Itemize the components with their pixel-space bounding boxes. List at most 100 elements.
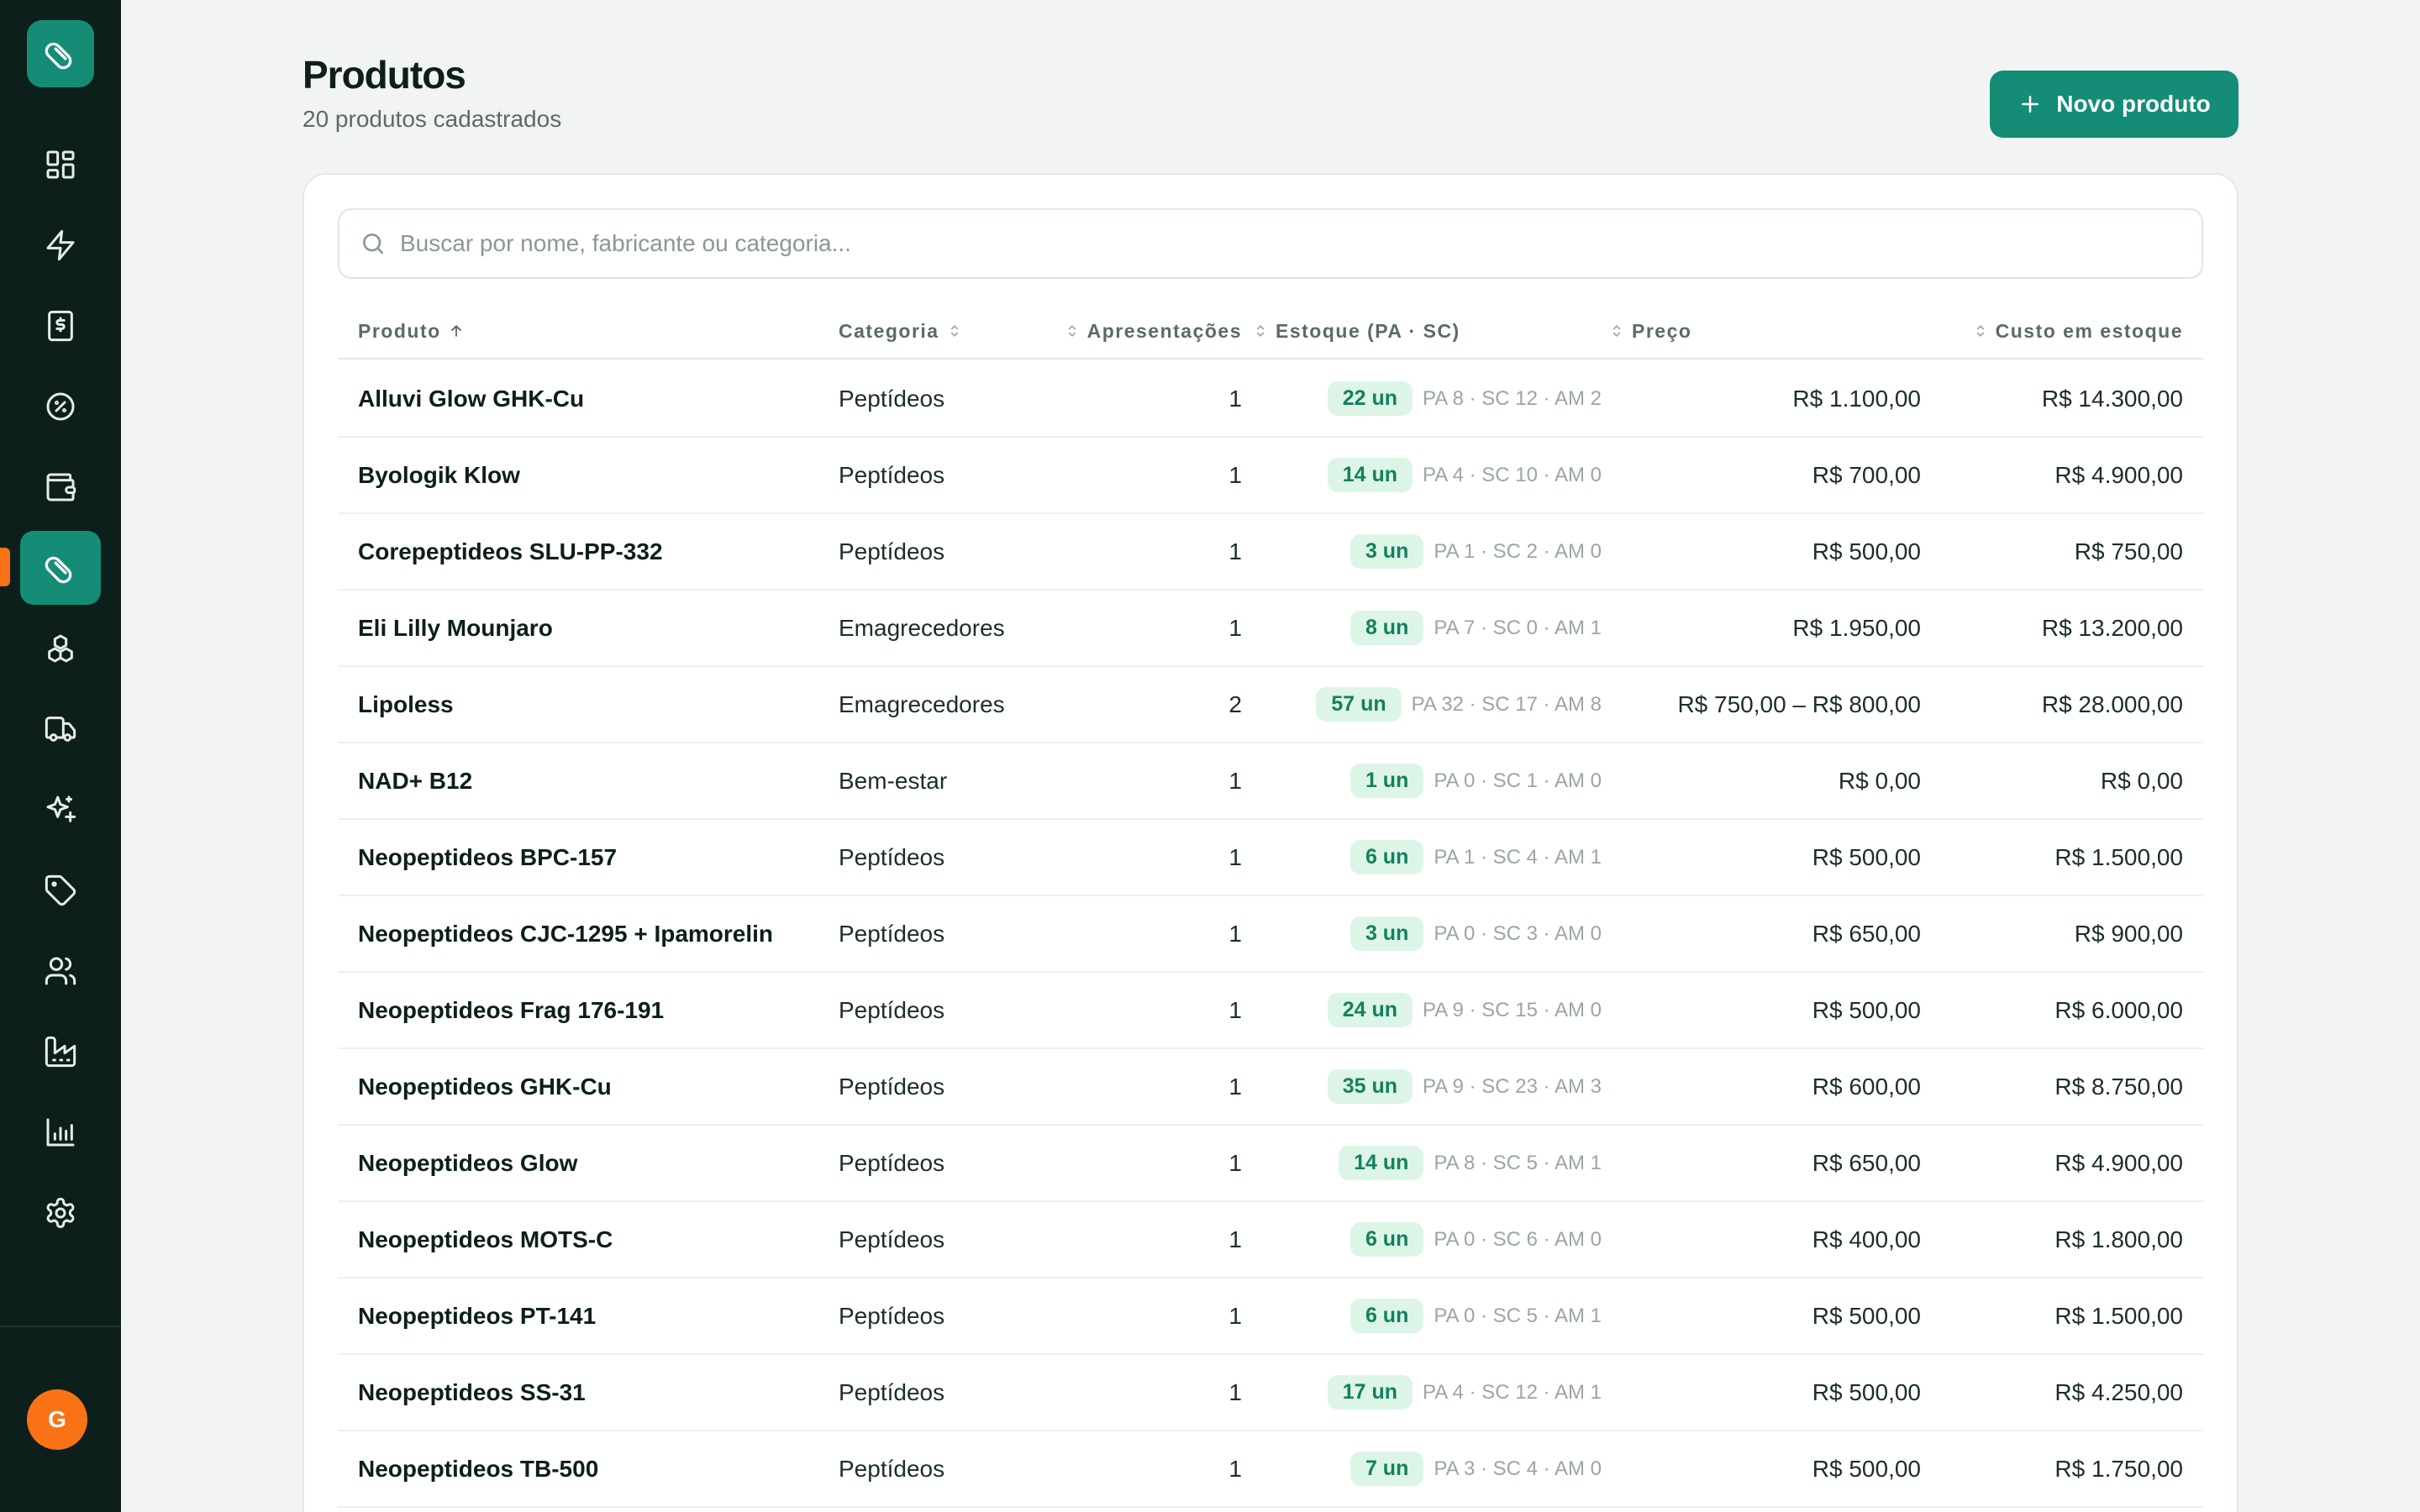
product-stock-cost: R$ 28.000,00 <box>2041 690 2183 717</box>
stock-badge: 35 un <box>1327 1069 1413 1104</box>
column-header-apresentacoes[interactable]: Apresentações <box>1064 302 1242 360</box>
product-name[interactable]: Corepeptideos SLU-PP-332 <box>358 538 663 564</box>
product-presentations: 1 <box>1228 843 1242 870</box>
product-presentations: 1 <box>1228 996 1242 1023</box>
sidebar-item-wallet[interactable] <box>20 450 101 524</box>
product-category: Peptídeos <box>839 1149 945 1176</box>
product-name[interactable]: Byologik Klow <box>358 461 520 488</box>
table-row[interactable]: Neopeptideos MOTS-C Peptídeos 1 6 un PA 0 · … <box>338 1202 2203 1278</box>
sidebar-item-discounts[interactable] <box>20 370 101 444</box>
sort-icon <box>1068 325 1076 337</box>
stock-breakdown: PA 7 · SC 0 · AM 1 <box>1434 616 1602 639</box>
product-name[interactable]: Eli Lilly Mounjaro <box>358 614 553 641</box>
column-label: Produto <box>358 319 441 342</box>
table-row[interactable]: Neopeptideos CJC-1295 + Ipamorelin Peptíd… <box>338 896 2203 973</box>
new-product-button[interactable]: Novo produto <box>1990 71 2238 138</box>
product-stock: 3 un PA 1 · SC 2 · AM 0 <box>1349 514 1602 589</box>
sidebar-item-highlights[interactable] <box>20 773 101 847</box>
column-header-custo[interactable]: Custo em estoque <box>1972 302 2183 360</box>
product-price: R$ 1.100,00 <box>1792 385 1921 412</box>
product-name[interactable]: Neopeptideos CJC-1295 + Ipamorelin <box>358 920 774 947</box>
table-row[interactable]: Neopeptideos GHK-Cu Peptídeos 1 35 un PA 9 ·… <box>338 1049 2203 1126</box>
product-stock: 6 un PA 0 · SC 6 · AM 0 <box>1349 1202 1602 1277</box>
table-row[interactable]: Lipoless Emagrecedores 2 57 un PA 32 · SC 17… <box>338 667 2203 743</box>
product-presentations: 1 <box>1228 1378 1242 1405</box>
table-row[interactable]: Neopeptideos Glow Peptídeos 1 14 un PA 8 · S… <box>338 1126 2203 1202</box>
product-name[interactable]: NAD+ B12 <box>358 767 473 794</box>
sidebar-item-products[interactable] <box>20 531 101 605</box>
sidebar-item-tags[interactable] <box>20 853 101 927</box>
column-label: Estoque (PA · SC) <box>1276 319 1460 342</box>
stock-breakdown: PA 0 · SC 6 · AM 0 <box>1434 1227 1602 1251</box>
product-stock: 24 un PA 9 · SC 15 · AM 0 <box>1327 973 1602 1047</box>
sidebar-item-dashboard[interactable] <box>20 128 101 202</box>
product-price: R$ 750,00 – R$ 800,00 <box>1677 690 1921 717</box>
product-name[interactable]: Neopeptideos BPC-157 <box>358 843 618 870</box>
search-box[interactable] <box>338 208 2203 279</box>
sidebar-item-quick-actions[interactable] <box>20 208 101 282</box>
factory-icon <box>45 1036 76 1068</box>
column-header-estoque[interactable]: Estoque (PA · SC) <box>1252 302 1460 360</box>
product-category: Peptídeos <box>839 1378 945 1405</box>
avatar[interactable]: G <box>27 1389 87 1450</box>
product-name[interactable]: Neopeptideos TB-500 <box>358 1455 599 1482</box>
plus-icon <box>2022 96 2039 113</box>
sidebar-item-inventory[interactable] <box>20 612 101 685</box>
search-input[interactable] <box>400 230 2202 257</box>
table-row[interactable]: Neopeptideos BPC-157 Peptídeos 1 6 un PA 1 ·… <box>338 820 2203 896</box>
product-price: R$ 500,00 <box>1812 1455 1921 1482</box>
sidebar-item-reports[interactable] <box>20 1095 101 1169</box>
product-stock: 6 un PA 1 · SC 4 · AM 1 <box>1349 820 1602 895</box>
sidebar-item-suppliers[interactable] <box>20 1015 101 1089</box>
product-presentations: 1 <box>1228 538 1242 564</box>
product-stock-cost: R$ 8.750,00 <box>2054 1073 2183 1100</box>
pill-icon <box>45 42 72 70</box>
table-row[interactable]: Corepeptideos SLU-PP-332 Peptídeos 1 3 un PA… <box>338 514 2203 591</box>
product-stock-cost: R$ 1.800,00 <box>2054 1226 2183 1252</box>
table-row[interactable]: Alluvi Glow GHK-Cu Peptídeos 1 22 un PA 8 · … <box>338 361 2203 438</box>
table-row[interactable]: Eli Lilly Mounjaro Emagrecedores 1 8 un PA 7… <box>338 591 2203 667</box>
table-row[interactable]: Neopeptideos SS-31 Peptídeos 1 17 un PA 4 · … <box>338 1355 2203 1431</box>
product-name[interactable]: Neopeptideos Glow <box>358 1149 578 1176</box>
product-name[interactable]: Neopeptideos MOTS-C <box>358 1226 613 1252</box>
table-row[interactable]: Neopeptideos PT-141 Peptídeos 1 6 un PA 0 · … <box>338 1278 2203 1355</box>
product-name[interactable]: Alluvi Glow GHK-Cu <box>358 385 585 412</box>
stock-badge: 22 un <box>1327 381 1413 416</box>
stock-badge: 24 un <box>1327 993 1413 1027</box>
product-category: Peptídeos <box>839 461 945 488</box>
table-row[interactable]: Neopeptideos Frag 176-191 Peptídeos 1 24 un… <box>338 973 2203 1049</box>
app-logo[interactable] <box>27 20 94 87</box>
product-price: R$ 650,00 <box>1812 1149 1921 1176</box>
users-icon <box>45 957 76 985</box>
table-row[interactable]: NAD+ B12 Bem-estar 1 1 un PA 0 · SC 1 · AM 0… <box>338 743 2203 820</box>
product-name[interactable]: Neopeptideos PT-141 <box>358 1302 597 1329</box>
product-stock-cost: R$ 6.000,00 <box>2054 996 2183 1023</box>
stock-badge: 57 un <box>1316 687 1402 722</box>
product-price: R$ 500,00 <box>1812 843 1921 870</box>
column-label: Preço <box>1632 319 1692 342</box>
stock-breakdown: PA 32 · SC 17 · AM 8 <box>1411 692 1602 716</box>
product-stock-cost: R$ 4.900,00 <box>2054 461 2183 488</box>
sidebar-item-shipping[interactable] <box>20 692 101 766</box>
sort-ascending-icon <box>450 325 461 337</box>
column-header-categoria[interactable]: Categoria <box>839 302 963 360</box>
product-stock: 8 un PA 7 · SC 0 · AM 1 <box>1349 591 1602 665</box>
table-row[interactable]: Byologik Klow Peptídeos 1 14 un PA 4 · SC 10… <box>338 438 2203 514</box>
product-presentations: 2 <box>1228 690 1242 717</box>
sidebar-divider <box>0 1326 121 1327</box>
product-name[interactable]: Neopeptideos GHK-Cu <box>358 1073 612 1100</box>
product-name[interactable]: Lipoless <box>358 690 454 717</box>
column-header-produto[interactable]: Produto <box>358 302 465 360</box>
product-name[interactable]: Neopeptideos Frag 176-191 <box>358 996 665 1023</box>
sidebar-item-settings[interactable] <box>20 1176 101 1250</box>
column-header-preco[interactable]: Preço <box>1608 302 1691 360</box>
product-name[interactable]: Neopeptideos SS-31 <box>358 1378 586 1405</box>
page-subtitle: 20 produtos cadastrados <box>302 106 562 132</box>
table-row[interactable]: Neopeptideos TB-500 Peptídeos 1 7 un PA 3 · … <box>338 1431 2203 1508</box>
table-header: Produto Categoria Apresentações Estoque … <box>338 302 2203 360</box>
sidebar-item-billing[interactable] <box>20 289 101 363</box>
product-stock: 3 un PA 0 · SC 3 · AM 0 <box>1349 896 1602 971</box>
sidebar-item-customers[interactable] <box>20 934 101 1008</box>
column-label: Categoria <box>839 319 939 342</box>
product-category: Bem-estar <box>839 767 948 794</box>
